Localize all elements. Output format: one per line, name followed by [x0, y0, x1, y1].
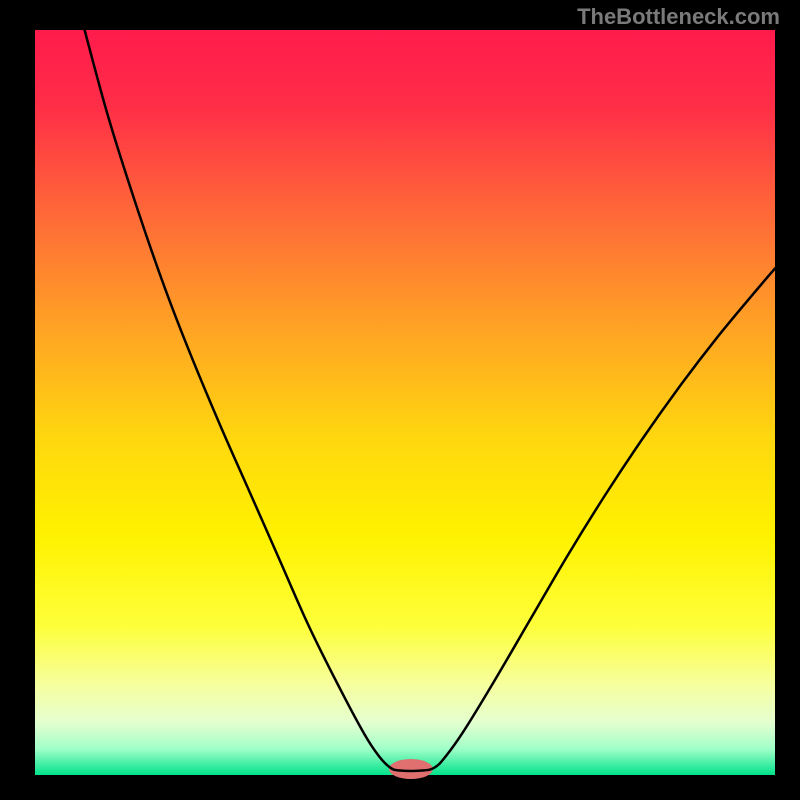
plot-background — [35, 30, 775, 775]
bottleneck-chart — [0, 0, 800, 800]
watermark-text: TheBottleneck.com — [577, 4, 780, 30]
chart-container: TheBottleneck.com — [0, 0, 800, 800]
